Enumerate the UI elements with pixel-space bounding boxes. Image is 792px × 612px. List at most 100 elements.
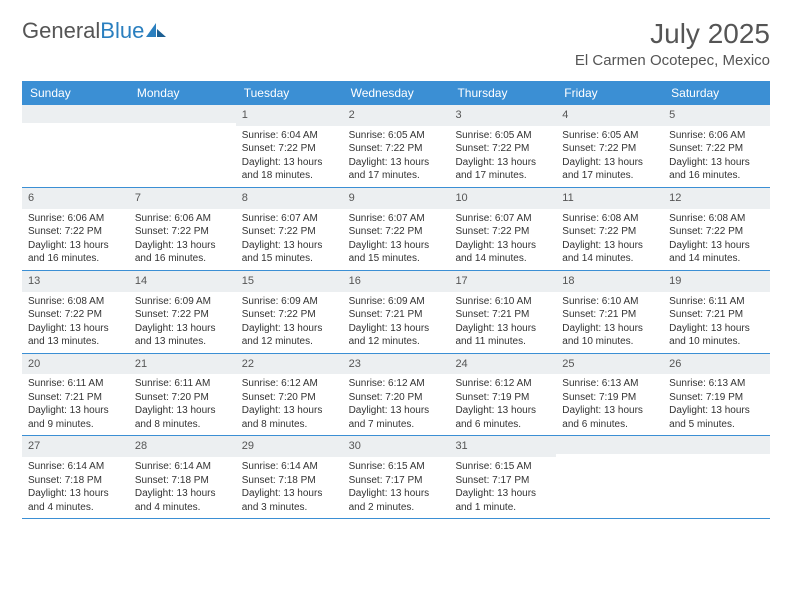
day-line: and 7 minutes. xyxy=(349,418,444,432)
day-body: Sunrise: 6:06 AMSunset: 7:22 PMDaylight:… xyxy=(129,209,236,270)
day-number: 17 xyxy=(449,271,556,292)
day-line: Daylight: 13 hours xyxy=(562,156,657,170)
day-line: Sunset: 7:22 PM xyxy=(349,225,444,239)
day-body: Sunrise: 6:09 AMSunset: 7:22 PMDaylight:… xyxy=(129,292,236,353)
day-body: Sunrise: 6:11 AMSunset: 7:20 PMDaylight:… xyxy=(129,374,236,435)
day-line: Sunset: 7:21 PM xyxy=(669,308,764,322)
day-line: and 16 minutes. xyxy=(135,252,230,266)
day-body: Sunrise: 6:08 AMSunset: 7:22 PMDaylight:… xyxy=(22,292,129,353)
day-line: Sunset: 7:22 PM xyxy=(28,225,123,239)
day-number: 30 xyxy=(343,436,450,457)
day-line: and 16 minutes. xyxy=(28,252,123,266)
day-number: 2 xyxy=(343,105,450,126)
day-line: Daylight: 13 hours xyxy=(28,239,123,253)
day-line: Sunrise: 6:14 AM xyxy=(28,460,123,474)
day-body: Sunrise: 6:07 AMSunset: 7:22 PMDaylight:… xyxy=(343,209,450,270)
day-line: and 14 minutes. xyxy=(455,252,550,266)
day-line: Sunset: 7:22 PM xyxy=(455,142,550,156)
calendar-day: 18Sunrise: 6:10 AMSunset: 7:21 PMDayligh… xyxy=(556,271,663,353)
day-body: Sunrise: 6:11 AMSunset: 7:21 PMDaylight:… xyxy=(663,292,770,353)
day-line: Sunset: 7:22 PM xyxy=(562,142,657,156)
calendar-day: 28Sunrise: 6:14 AMSunset: 7:18 PMDayligh… xyxy=(129,436,236,518)
day-line: and 6 minutes. xyxy=(455,418,550,432)
day-line: Daylight: 13 hours xyxy=(242,322,337,336)
day-line: Sunrise: 6:12 AM xyxy=(455,377,550,391)
day-line: Sunrise: 6:06 AM xyxy=(135,212,230,226)
day-number: 15 xyxy=(236,271,343,292)
day-line: and 4 minutes. xyxy=(135,501,230,515)
day-line: and 10 minutes. xyxy=(669,335,764,349)
calendar-day: 9Sunrise: 6:07 AMSunset: 7:22 PMDaylight… xyxy=(343,188,450,270)
day-line: and 6 minutes. xyxy=(562,418,657,432)
day-line: Daylight: 13 hours xyxy=(28,487,123,501)
day-line: Sunrise: 6:12 AM xyxy=(349,377,444,391)
day-line: Sunrise: 6:11 AM xyxy=(669,295,764,309)
weekday-header: Saturday xyxy=(663,81,770,105)
day-body: Sunrise: 6:15 AMSunset: 7:17 PMDaylight:… xyxy=(343,457,450,518)
day-line: Daylight: 13 hours xyxy=(669,404,764,418)
day-line: Sunset: 7:22 PM xyxy=(349,142,444,156)
day-line: Sunset: 7:21 PM xyxy=(455,308,550,322)
day-line: Daylight: 13 hours xyxy=(669,156,764,170)
day-line: and 15 minutes. xyxy=(349,252,444,266)
day-line: and 17 minutes. xyxy=(455,169,550,183)
calendar-day: 13Sunrise: 6:08 AMSunset: 7:22 PMDayligh… xyxy=(22,271,129,353)
day-line: Sunrise: 6:09 AM xyxy=(349,295,444,309)
day-line: Daylight: 13 hours xyxy=(669,322,764,336)
day-line: and 2 minutes. xyxy=(349,501,444,515)
day-body xyxy=(663,454,770,461)
calendar-day: 5Sunrise: 6:06 AMSunset: 7:22 PMDaylight… xyxy=(663,105,770,187)
day-line: and 13 minutes. xyxy=(28,335,123,349)
day-body: Sunrise: 6:06 AMSunset: 7:22 PMDaylight:… xyxy=(22,209,129,270)
day-line: Daylight: 13 hours xyxy=(455,156,550,170)
day-number: 21 xyxy=(129,354,236,375)
day-line: Sunrise: 6:11 AM xyxy=(135,377,230,391)
weekday-header: Sunday xyxy=(22,81,129,105)
calendar-day: 23Sunrise: 6:12 AMSunset: 7:20 PMDayligh… xyxy=(343,354,450,436)
day-number: 8 xyxy=(236,188,343,209)
day-number: 13 xyxy=(22,271,129,292)
day-body: Sunrise: 6:05 AMSunset: 7:22 PMDaylight:… xyxy=(343,126,450,187)
day-body: Sunrise: 6:10 AMSunset: 7:21 PMDaylight:… xyxy=(449,292,556,353)
day-line: Daylight: 13 hours xyxy=(562,322,657,336)
calendar-day: 15Sunrise: 6:09 AMSunset: 7:22 PMDayligh… xyxy=(236,271,343,353)
day-number: 5 xyxy=(663,105,770,126)
weekday-header: Thursday xyxy=(449,81,556,105)
day-line: Sunrise: 6:15 AM xyxy=(455,460,550,474)
day-line: Sunset: 7:18 PM xyxy=(135,474,230,488)
day-number: 1 xyxy=(236,105,343,126)
day-number: 24 xyxy=(449,354,556,375)
day-number: 12 xyxy=(663,188,770,209)
day-body: Sunrise: 6:11 AMSunset: 7:21 PMDaylight:… xyxy=(22,374,129,435)
day-body: Sunrise: 6:10 AMSunset: 7:21 PMDaylight:… xyxy=(556,292,663,353)
day-line: Sunset: 7:18 PM xyxy=(242,474,337,488)
day-number: 3 xyxy=(449,105,556,126)
calendar-day: 10Sunrise: 6:07 AMSunset: 7:22 PMDayligh… xyxy=(449,188,556,270)
weekday-header: Tuesday xyxy=(236,81,343,105)
calendar-day: 12Sunrise: 6:08 AMSunset: 7:22 PMDayligh… xyxy=(663,188,770,270)
day-line: Sunset: 7:18 PM xyxy=(28,474,123,488)
day-line: and 15 minutes. xyxy=(242,252,337,266)
day-number xyxy=(22,105,129,123)
day-line: Sunset: 7:22 PM xyxy=(669,142,764,156)
day-line: Sunset: 7:22 PM xyxy=(135,308,230,322)
calendar-day xyxy=(129,105,236,187)
day-line: Daylight: 13 hours xyxy=(242,487,337,501)
day-line: Daylight: 13 hours xyxy=(242,156,337,170)
day-body: Sunrise: 6:09 AMSunset: 7:21 PMDaylight:… xyxy=(343,292,450,353)
day-line: Sunrise: 6:08 AM xyxy=(28,295,123,309)
day-body: Sunrise: 6:06 AMSunset: 7:22 PMDaylight:… xyxy=(663,126,770,187)
day-line: Sunset: 7:19 PM xyxy=(669,391,764,405)
day-number: 25 xyxy=(556,354,663,375)
day-line: Sunrise: 6:11 AM xyxy=(28,377,123,391)
day-body: Sunrise: 6:13 AMSunset: 7:19 PMDaylight:… xyxy=(556,374,663,435)
calendar-day: 27Sunrise: 6:14 AMSunset: 7:18 PMDayligh… xyxy=(22,436,129,518)
day-body: Sunrise: 6:08 AMSunset: 7:22 PMDaylight:… xyxy=(556,209,663,270)
calendar-day: 2Sunrise: 6:05 AMSunset: 7:22 PMDaylight… xyxy=(343,105,450,187)
day-number: 19 xyxy=(663,271,770,292)
day-body: Sunrise: 6:09 AMSunset: 7:22 PMDaylight:… xyxy=(236,292,343,353)
day-line: and 17 minutes. xyxy=(349,169,444,183)
calendar-day: 31Sunrise: 6:15 AMSunset: 7:17 PMDayligh… xyxy=(449,436,556,518)
day-number: 14 xyxy=(129,271,236,292)
day-line: Sunset: 7:22 PM xyxy=(135,225,230,239)
